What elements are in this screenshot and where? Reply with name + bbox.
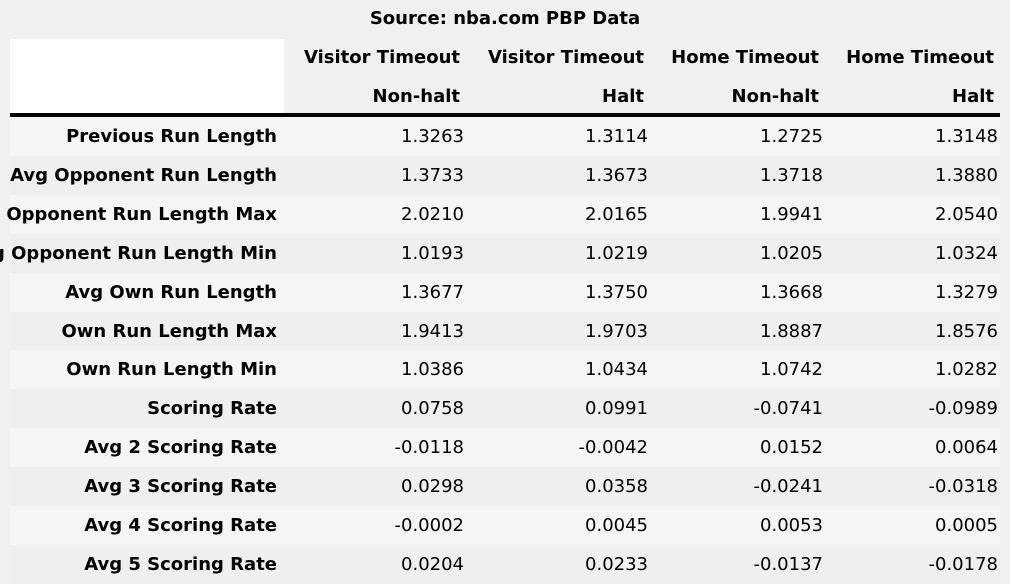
table-cell: 1.8576 bbox=[935, 320, 998, 342]
column-header-line2: Non-halt bbox=[731, 86, 819, 107]
table-cell: 0.0064 bbox=[935, 437, 998, 459]
table-cell: 1.3718 bbox=[760, 164, 823, 186]
table-cell: 1.9413 bbox=[401, 320, 464, 342]
table-cell: 0.0758 bbox=[401, 398, 464, 420]
table-cell: -0.0137 bbox=[753, 553, 823, 575]
table-cell: 0.0005 bbox=[935, 515, 998, 536]
table-cell: 1.0282 bbox=[935, 359, 998, 381]
row-label: Scoring Rate bbox=[147, 398, 277, 420]
table-cell: 1.2725 bbox=[760, 126, 823, 147]
table-cell: 0.0053 bbox=[760, 515, 823, 536]
column-header-line2: Non-halt bbox=[372, 86, 460, 107]
row-label: Avg 5 Scoring Rate bbox=[84, 553, 277, 575]
table-cell: 1.0205 bbox=[760, 242, 823, 264]
table-cell: -0.0241 bbox=[753, 476, 823, 498]
row-label: Avg Opponent Run Length Max bbox=[0, 203, 277, 225]
table-row: Own Run Length Min 1.0386 1.0434 1.0742 1.02… bbox=[10, 350, 1000, 390]
table-cell: 2.0210 bbox=[401, 203, 464, 225]
column-header-line2: Halt bbox=[602, 86, 644, 107]
table-row: Avg 4 Scoring Rate -0.0002 0.0045 0.0053 0.0… bbox=[10, 506, 1000, 545]
table-cell: 1.9941 bbox=[760, 203, 823, 225]
column-header-line1: Visitor Timeout bbox=[304, 47, 460, 68]
table-cell: 1.3668 bbox=[760, 281, 823, 303]
header-corner-blank bbox=[10, 39, 284, 115]
table-row: Scoring Rate 0.0758 0.0991 -0.0741 -0.0989 bbox=[10, 389, 1000, 429]
table-cell: -0.0002 bbox=[394, 515, 464, 536]
table-cell: 2.0165 bbox=[585, 203, 648, 225]
row-label: Avg Opponent Run Length Min bbox=[0, 242, 277, 264]
table-cell: -0.0989 bbox=[928, 398, 998, 420]
table-row: Avg 3 Scoring Rate 0.0298 0.0358 -0.0241 -0.… bbox=[10, 467, 1000, 507]
table-cell: -0.0042 bbox=[578, 437, 648, 459]
row-label: Avg Own Run Length bbox=[65, 281, 277, 303]
table-row: Avg Opponent Run Length 1.3733 1.3673 1.371… bbox=[10, 155, 1000, 195]
table-cell: 1.9703 bbox=[585, 320, 648, 342]
table-cell: 2.0540 bbox=[935, 203, 998, 225]
table-row: Own Run Length Max 1.9413 1.9703 1.8887 1.85… bbox=[10, 311, 1000, 351]
table-cell: 1.3750 bbox=[585, 281, 648, 303]
table-cell: 0.0152 bbox=[760, 437, 823, 459]
table-cell: 1.0324 bbox=[935, 242, 998, 264]
table-cell: 1.3263 bbox=[401, 126, 464, 147]
table-row: Previous Run Length 1.3263 1.3114 1.2725 1.3… bbox=[10, 117, 1000, 156]
table-cell: 0.0298 bbox=[401, 476, 464, 498]
table-cell: 1.3279 bbox=[935, 281, 998, 303]
table-cell: 1.3148 bbox=[935, 126, 998, 147]
table-cell: 1.3114 bbox=[585, 126, 648, 147]
column-header-line1: Visitor Timeout bbox=[488, 47, 644, 68]
table-row: Avg Opponent Run Length Max 2.0210 2.0165 1… bbox=[0, 194, 1000, 234]
table-cell: -0.0318 bbox=[928, 476, 998, 498]
table-cell: 0.0045 bbox=[585, 515, 648, 536]
table-cell: 0.0204 bbox=[401, 553, 464, 575]
row-label: Own Run Length Min bbox=[66, 359, 277, 381]
table-cell: 1.0434 bbox=[585, 359, 648, 381]
header-rule bbox=[10, 113, 1000, 118]
table-cell: 1.3733 bbox=[401, 164, 464, 186]
table-cell: 0.0233 bbox=[585, 553, 648, 575]
row-label: Previous Run Length bbox=[66, 126, 277, 147]
table-row: Avg Opponent Run Length Min 1.0193 1.0219 1… bbox=[0, 233, 1000, 273]
table-cell: 1.3880 bbox=[935, 164, 998, 186]
row-label: Avg 4 Scoring Rate bbox=[84, 515, 277, 536]
table-cell: -0.0741 bbox=[753, 398, 823, 420]
table-source-caption: Source: nba.com PBP Data bbox=[369, 8, 641, 29]
column-header-line2: Halt bbox=[952, 86, 994, 107]
row-label: Avg Opponent Run Length bbox=[10, 164, 277, 186]
row-label: Avg 3 Scoring Rate bbox=[84, 476, 277, 498]
table-row: Avg 2 Scoring Rate -0.0118 -0.0042 0.0152 0.… bbox=[10, 428, 1000, 468]
table-cell: -0.0118 bbox=[394, 437, 464, 459]
table-cell: 1.8887 bbox=[760, 320, 823, 342]
table-cell: 1.3673 bbox=[585, 164, 648, 186]
table-cell: 1.0193 bbox=[401, 242, 464, 264]
table-row: Avg 5 Scoring Rate 0.0204 0.0233 -0.0137 -0.… bbox=[10, 544, 1000, 584]
table-cell: 1.0386 bbox=[401, 359, 464, 381]
row-label: Own Run Length Max bbox=[61, 320, 278, 342]
table-row: Avg Own Run Length 1.3677 1.3750 1.3668 1.32… bbox=[10, 272, 1000, 312]
column-header-line1: Home Timeout bbox=[846, 47, 994, 68]
table-cell: 1.0742 bbox=[760, 359, 823, 381]
row-label: Avg 2 Scoring Rate bbox=[84, 437, 277, 459]
table-cell: -0.0178 bbox=[928, 553, 998, 575]
table-cell: 0.0358 bbox=[585, 476, 648, 498]
table-cell: 1.3677 bbox=[401, 281, 464, 303]
table-cell: 0.0991 bbox=[585, 398, 648, 420]
column-header-line1: Home Timeout bbox=[671, 47, 819, 68]
table-cell: 1.0219 bbox=[585, 242, 648, 264]
